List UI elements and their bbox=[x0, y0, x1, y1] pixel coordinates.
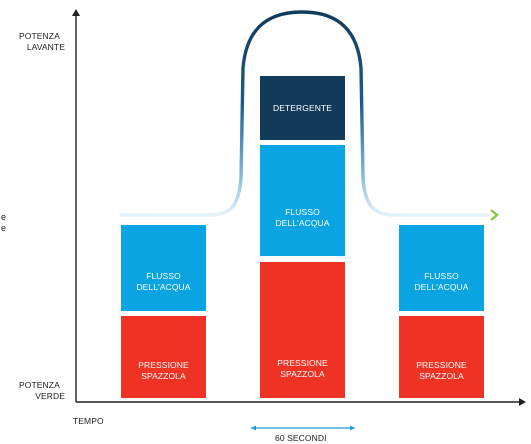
y-axis-bottom-label-2: VERDE bbox=[19, 391, 65, 402]
center-pressure-line1: PRESSIONE bbox=[277, 358, 328, 368]
left-water-flow-block: FLUSSO DELL'ACQUA bbox=[121, 225, 206, 311]
left-flow-line1: FLUSSO bbox=[146, 271, 181, 281]
right-flow-line1: FLUSSO bbox=[424, 271, 459, 281]
edge-text-fragment-2: e bbox=[1, 223, 7, 233]
left-brush-pressure-block: PRESSIONE SPAZZOLA bbox=[121, 316, 206, 398]
y-top-label-line2: LAVANTE bbox=[26, 42, 65, 52]
right-pressure-line1: PRESSIONE bbox=[416, 360, 467, 370]
edge-text-fragment-1: e bbox=[1, 212, 7, 222]
x-axis-label: TEMPO bbox=[73, 416, 104, 426]
y-bottom-label-line1: POTENZA bbox=[19, 380, 60, 390]
duration-arrow-right-head bbox=[350, 425, 355, 431]
center-detergent-block: DETERGENTE bbox=[260, 76, 345, 140]
y-top-label-line1: POTENZA bbox=[19, 31, 60, 41]
center-detergent-label: DETERGENTE bbox=[272, 102, 333, 113]
power-curve bbox=[119, 10, 490, 217]
left-pressure-line1: PRESSIONE bbox=[138, 360, 189, 370]
y-bottom-label-line2: VERDE bbox=[35, 391, 65, 401]
y-axis-arrowhead bbox=[72, 9, 80, 16]
x-axis-arrowhead bbox=[519, 398, 526, 406]
right-brush-pressure-block: PRESSIONE SPAZZOLA bbox=[399, 316, 484, 398]
right-water-flow-block: FLUSSO DELL'ACQUA bbox=[399, 225, 484, 311]
y-axis-bottom-label: POTENZA bbox=[19, 380, 65, 391]
duration-label: 60 SECONDI bbox=[275, 433, 327, 443]
center-flow-line1: FLUSSO bbox=[285, 206, 320, 217]
curve-end-chevron-icon bbox=[490, 209, 499, 221]
right-pressure-line2: SPAZZOLA bbox=[419, 371, 464, 381]
center-water-flow-block: FLUSSO DELL'ACQUA bbox=[260, 145, 345, 256]
duration-arrow-left-head bbox=[251, 425, 256, 431]
y-axis-top-label: POTENZA bbox=[19, 31, 65, 42]
left-flow-line2: DELL'ACQUA bbox=[136, 282, 191, 292]
center-pressure-line2: SPAZZOLA bbox=[280, 369, 325, 379]
left-pressure-line2: SPAZZOLA bbox=[141, 371, 186, 381]
center-flow-line2: DELL'ACQUA bbox=[275, 217, 330, 228]
center-brush-pressure-block: PRESSIONE SPAZZOLA bbox=[260, 262, 345, 398]
y-axis-top-label-2: LAVANTE bbox=[19, 42, 65, 53]
right-flow-line2: DELL'ACQUA bbox=[414, 282, 469, 292]
